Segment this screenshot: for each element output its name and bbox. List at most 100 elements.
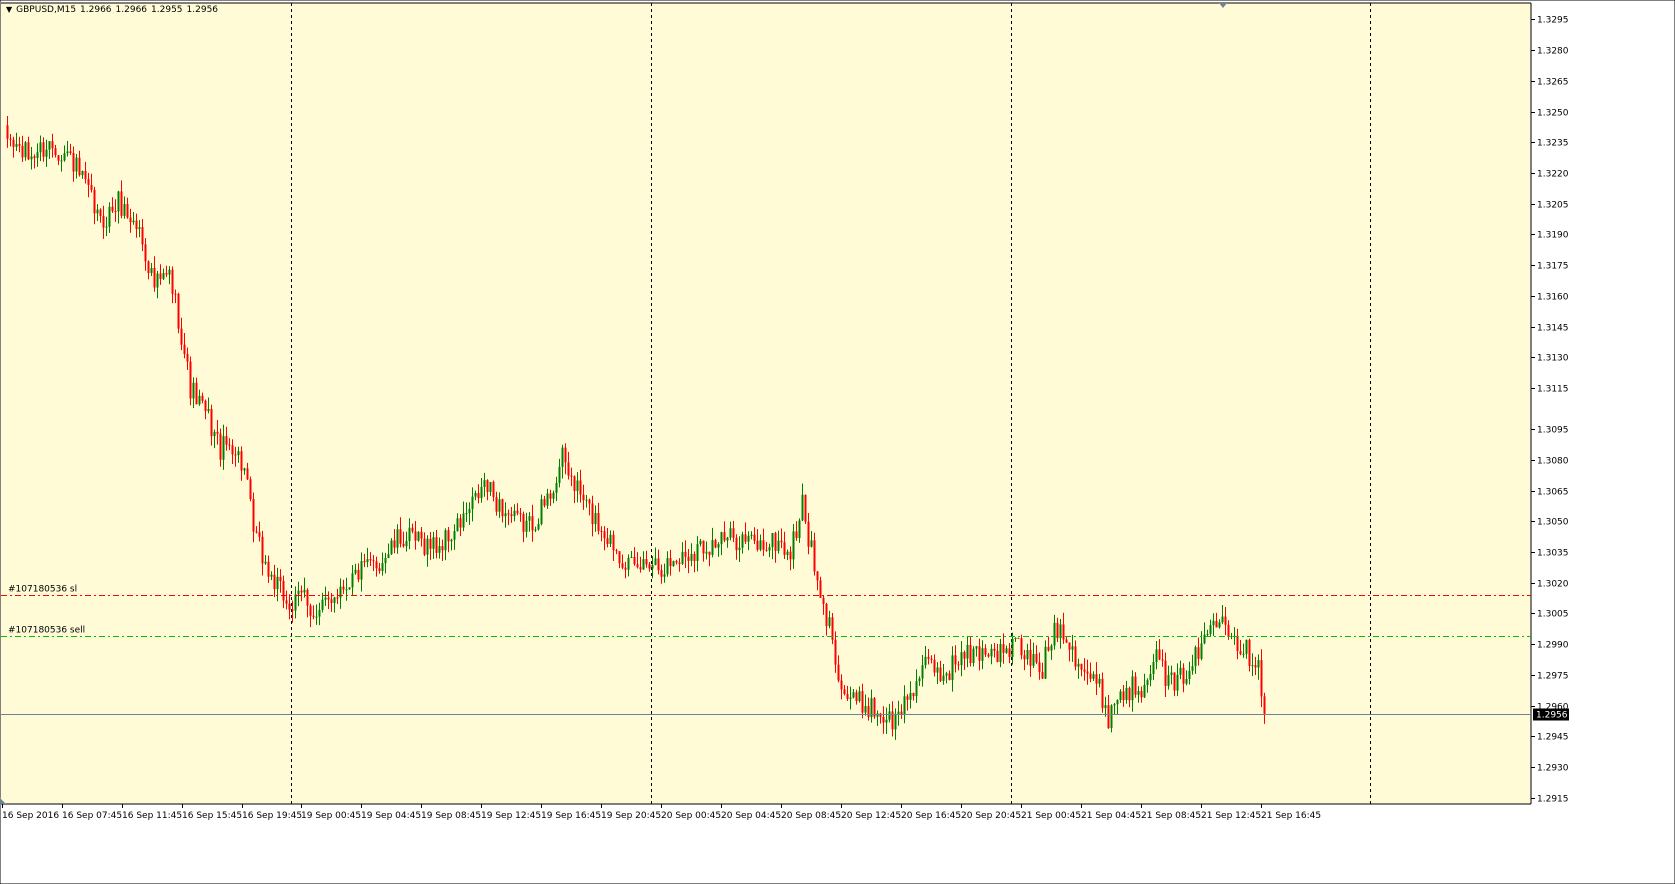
candle-body — [258, 532, 261, 537]
candle-body — [495, 497, 498, 512]
candle-body — [180, 328, 183, 345]
candle-body — [639, 567, 642, 570]
price-tick-label: 1.3115 — [1537, 385, 1569, 395]
candle-body — [1065, 639, 1068, 643]
candle-body — [864, 706, 867, 713]
candle-body — [1071, 646, 1074, 650]
candle-body — [1035, 653, 1038, 663]
candle-body — [663, 574, 666, 577]
candle-body — [1098, 678, 1101, 684]
candle-body — [1074, 646, 1077, 667]
candle-body — [516, 510, 519, 514]
candle-body — [1173, 672, 1176, 691]
candle-body — [234, 454, 237, 456]
candle-body — [192, 382, 195, 399]
candle-body — [1095, 674, 1098, 684]
candle-body — [1260, 660, 1263, 697]
candle-body — [1140, 690, 1143, 698]
candle-body — [1080, 663, 1083, 670]
candle-body — [867, 706, 870, 718]
candle-body — [939, 667, 942, 681]
candle-body — [42, 142, 45, 157]
candle-body — [1023, 655, 1026, 660]
current-price-tag-text: 1.2956 — [1536, 711, 1568, 721]
candle-body — [225, 436, 228, 445]
candle-body — [294, 594, 297, 611]
candle-body — [1014, 637, 1017, 639]
candle-body — [69, 151, 72, 154]
candle-body — [513, 510, 516, 516]
candle-body — [405, 541, 408, 547]
candle-body — [1149, 673, 1152, 681]
candle-body — [648, 564, 651, 569]
candle-body — [84, 170, 87, 180]
candle-body — [573, 476, 576, 491]
time-tick-label: 21 Sep 04:45 — [1081, 811, 1141, 821]
candle-body — [303, 589, 306, 593]
time-tick-label: 16 Sep 07:45 — [62, 811, 122, 821]
candle-body — [549, 493, 552, 499]
candle-body — [525, 520, 528, 532]
candle-body — [228, 444, 231, 446]
candle-body — [945, 673, 948, 676]
candle-body — [123, 203, 126, 216]
candle-body — [48, 141, 51, 150]
scroll-marker-icon — [0, 798, 6, 804]
candle-body — [435, 537, 438, 553]
candle-body — [360, 561, 363, 580]
candle-body — [342, 586, 345, 590]
candle-body — [669, 558, 672, 567]
close-price: 1.2956 — [186, 5, 219, 15]
candle-body — [585, 499, 588, 501]
candle-body — [603, 531, 606, 539]
candle-body — [762, 540, 765, 550]
candle-body — [1119, 691, 1122, 701]
candle-body — [909, 693, 912, 700]
candle-body — [822, 597, 825, 604]
candle-body — [897, 711, 900, 714]
candle-body — [1152, 662, 1155, 674]
candle-body — [1137, 690, 1140, 695]
candle-body — [855, 692, 858, 702]
candle-body — [1053, 622, 1056, 646]
candle-body — [1134, 676, 1137, 695]
candle-body — [309, 605, 312, 616]
price-tick-label: 1.3190 — [1537, 231, 1569, 241]
candle-body — [345, 589, 348, 591]
candle-body — [684, 551, 687, 557]
triangle-down-icon[interactable]: ▼ — [6, 5, 13, 14]
candle-body — [1197, 647, 1200, 659]
candle-body — [339, 586, 342, 598]
candle-body — [24, 142, 27, 158]
candle-body — [504, 513, 507, 517]
candle-body — [570, 475, 573, 477]
candle-body — [591, 503, 594, 525]
candle-body — [1188, 670, 1191, 679]
candle-body — [231, 445, 234, 455]
candle-body — [72, 153, 75, 172]
candle-body — [960, 652, 963, 666]
candle-body — [240, 451, 243, 471]
candle-body — [291, 609, 294, 611]
candle-body — [1128, 687, 1131, 701]
candle-body — [369, 559, 372, 561]
candle-body — [60, 160, 63, 162]
time-tick-label: 21 Sep 00:45 — [1021, 811, 1081, 821]
candle-body — [1158, 649, 1161, 660]
candle-body — [522, 513, 525, 532]
candle-body — [699, 540, 702, 545]
candle-body — [687, 556, 690, 561]
candle-body — [336, 597, 339, 599]
candle-body — [1215, 620, 1218, 628]
candle-body — [162, 273, 165, 279]
candle-body — [1125, 687, 1128, 701]
candle-body — [177, 293, 180, 329]
candle-body — [408, 527, 411, 542]
candle-body — [1155, 649, 1158, 663]
candle-body — [744, 534, 747, 542]
candle-body — [1083, 669, 1086, 672]
price-tick-label: 1.3080 — [1537, 457, 1569, 467]
candle-body — [1236, 635, 1239, 652]
